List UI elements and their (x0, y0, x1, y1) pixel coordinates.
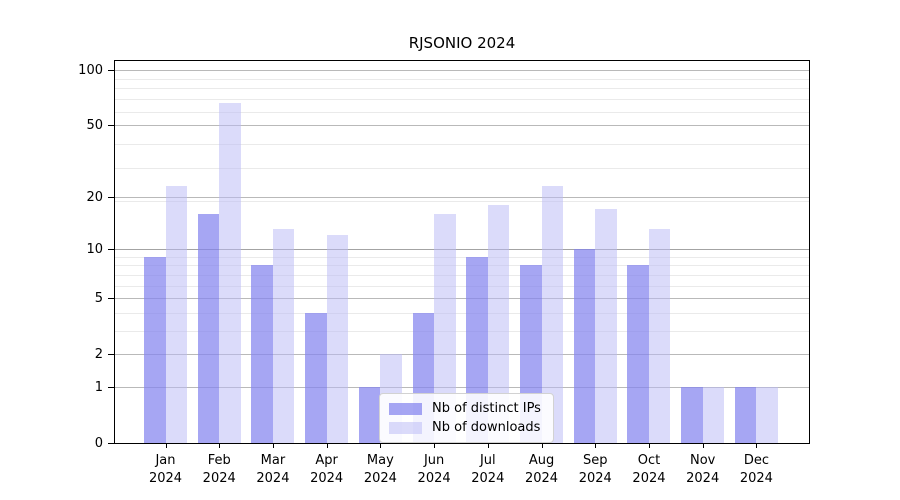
gridline-minor (115, 144, 809, 146)
y-tick-mark (108, 386, 114, 388)
legend-label-ips: Nb of distinct IPs (432, 401, 541, 416)
y-tick-mark (108, 248, 114, 250)
bar-downloads (595, 209, 617, 443)
legend-swatch-ips (389, 402, 422, 415)
gridline-minor (115, 78, 809, 80)
plot-area: 0 1 2 5 10 20 50 100 Jan 2024 Feb 2024 Mar 2024 Apr 202… (78, 60, 810, 486)
y-tick-label: 2 (94, 347, 103, 363)
bar-ips (734, 386, 757, 443)
y-tick-label: 20 (86, 189, 103, 205)
legend-swatch-downloads (389, 421, 422, 434)
bar-downloads (326, 235, 349, 443)
x-tick-label: Jun 2024 (417, 453, 451, 487)
y-tick-label: 100 (78, 62, 103, 78)
x-tick-label: May 2024 (363, 453, 397, 487)
y-tick-mark (108, 196, 114, 198)
y-tick-mark (108, 354, 114, 356)
gridline-minor (115, 285, 809, 287)
y-tick-label: 0 (94, 436, 103, 451)
gridline-minor (115, 256, 809, 258)
gridline-major (115, 124, 809, 126)
legend-item-downloads: Nb of downloads (389, 421, 541, 434)
y-tick-label: 1 (94, 379, 103, 395)
x-tick-mark (648, 443, 650, 448)
bar-downloads (272, 229, 295, 443)
y-tick-label: 10 (86, 241, 103, 257)
bar-ips (573, 248, 596, 443)
x-tick-label: Dec 2024 (739, 453, 773, 487)
bar-downloads (756, 386, 778, 443)
gridline-minor (115, 200, 809, 202)
gridline-minor (115, 312, 809, 314)
bar-downloads (541, 185, 564, 443)
x-tick-mark (165, 443, 167, 448)
bar-ips (305, 312, 327, 443)
gridline-major (115, 298, 809, 299)
x-tick-mark (541, 443, 543, 448)
x-tick-label: Nov 2024 (686, 453, 720, 487)
bar-downloads (487, 204, 510, 443)
bar-downloads (219, 102, 241, 443)
legend-label-downloads: Nb of downloads (432, 420, 541, 435)
x-tick-label: Oct 2024 (632, 453, 666, 487)
gridline-major (115, 196, 809, 198)
gridline-minor (115, 330, 809, 332)
bar-ips (251, 265, 273, 443)
x-tick-label: Mar 2024 (256, 453, 290, 487)
bar-ips (627, 265, 649, 443)
x-tick-mark (272, 443, 274, 448)
bar-ips (681, 386, 703, 443)
x-tick-label: Aug 2024 (524, 453, 559, 487)
gridline-major (115, 248, 809, 250)
x-tick-label: Sep 2024 (578, 453, 612, 487)
bar-ips (144, 256, 166, 443)
x-tick-mark (487, 443, 489, 448)
chart-title: RJSONIO 2024 (408, 34, 516, 52)
y-tick-mark (108, 443, 114, 444)
x-tick-label: Apr 2024 (310, 453, 344, 487)
x-tick-mark (326, 443, 328, 448)
x-tick-mark (595, 443, 597, 448)
y-tick-label: 5 (94, 291, 103, 306)
bar-downloads (434, 213, 456, 443)
gridline-major (115, 69, 809, 71)
x-tick-label: Jul 2024 (471, 453, 505, 487)
gridline-minor (115, 99, 809, 101)
legend-item-distinct-ips: Nb of distinct IPs (389, 402, 541, 415)
gridline-minor (115, 265, 809, 267)
y-tick-mark (108, 298, 114, 299)
bar-ips (358, 386, 381, 443)
gridline-minor (115, 111, 809, 113)
y-tick-mark (108, 124, 114, 126)
bar-downloads (165, 185, 187, 443)
x-tick-mark (434, 443, 436, 448)
bar-downloads (702, 386, 725, 443)
gridline-minor (115, 88, 809, 90)
bar-downloads (648, 229, 671, 443)
x-tick-mark (702, 443, 704, 448)
legend: Nb of distinct IPs Nb of downloads (379, 393, 554, 443)
y-tick-label: 50 (86, 117, 103, 133)
gridline-major (115, 386, 809, 388)
x-tick-mark (380, 443, 382, 448)
gridline-minor (115, 167, 809, 169)
gridline-minor (115, 274, 809, 276)
x-tick-mark (219, 443, 221, 448)
x-tick-label: Feb 2024 (202, 453, 236, 487)
y-tick-mark (108, 69, 114, 71)
x-tick-label: Jan 2024 (148, 453, 183, 487)
gridline-major (115, 354, 809, 356)
x-tick-mark (756, 443, 758, 448)
bar-ips (197, 213, 220, 443)
